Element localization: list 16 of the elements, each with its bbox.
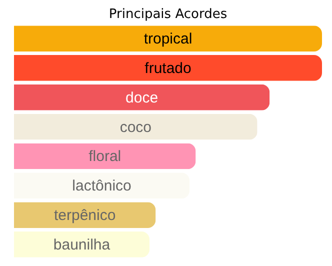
y-tick-label: tropical [144, 30, 192, 48]
bar [14, 26, 322, 52]
y-tick-label: floral [88, 148, 122, 166]
y-tick-label: baunilha [53, 236, 111, 254]
bar [14, 84, 270, 110]
y-tick-label: frutado [144, 60, 192, 77]
y-tick-label: coco [120, 118, 152, 136]
y-tick-label: terpênico [54, 207, 116, 224]
y-tick-label: doce [126, 89, 158, 106]
bar [14, 114, 258, 140]
chart-title: Principais Acordes [108, 7, 228, 22]
bar [14, 202, 156, 228]
bar [14, 143, 196, 170]
bar [14, 232, 150, 258]
y-tick-label: lactônico [72, 178, 132, 195]
bar [14, 55, 322, 81]
